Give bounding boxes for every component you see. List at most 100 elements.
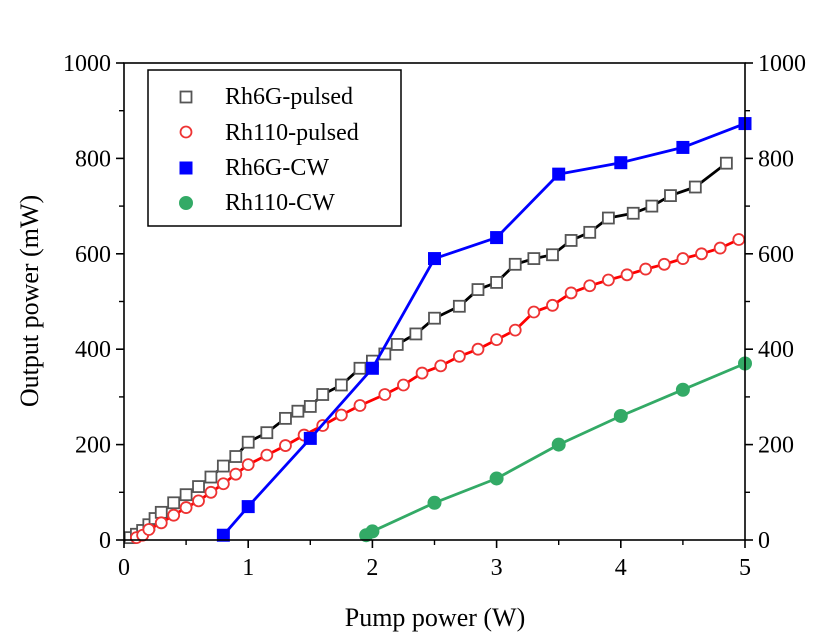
y-axis-title: Output power (mW) [15, 195, 44, 407]
data-point-rh6g-cw-1 [241, 500, 255, 514]
data-point-rh6g-pulsed-38 [719, 156, 733, 170]
y2-tick-label-4: 800 [758, 146, 794, 172]
data-point-rh6g-pulsed-25 [452, 299, 466, 313]
series-line-rh6g-cw [222, 122, 746, 537]
data-point-rh110-pulsed-2 [142, 523, 156, 536]
data-point-rh6g-pulsed-24 [428, 311, 441, 325]
y2-tick-label-5: 1000 [758, 51, 806, 77]
data-point-rh6g-pulsed-31 [564, 234, 578, 247]
data-point-rh6g-pulsed-37 [688, 180, 702, 194]
legend-marker-rh110-cw [179, 196, 193, 210]
data-point-rh110-pulsed-10 [241, 458, 255, 472]
data-point-rh6g-pulsed-27 [490, 276, 504, 289]
data-point-rh110-pulsed-32 [657, 257, 671, 271]
data-point-rh6g-pulsed-32 [583, 225, 597, 239]
x-axis-title: Pump power (W) [345, 603, 526, 632]
data-point-rh6g-cw-8 [676, 140, 690, 154]
x-tick-label-4: 4 [615, 555, 627, 581]
data-point-rh6g-pulsed-36 [664, 189, 677, 203]
data-point-rh6g-pulsed-28 [508, 257, 522, 271]
y-tick-label-3: 600 [75, 242, 111, 268]
data-point-rh6g-cw-7 [614, 156, 628, 170]
data-point-rh110-pulsed-17 [378, 388, 392, 401]
data-point-rh110-cw-6 [675, 382, 690, 397]
data-point-rh110-pulsed-16 [353, 399, 367, 412]
legend-marker-rh110-pulsed [179, 125, 193, 139]
data-point-rh6g-pulsed-10 [216, 459, 230, 473]
data-point-rh6g-pulsed-13 [260, 426, 274, 440]
data-point-rh6g-pulsed-18 [334, 378, 348, 392]
axes-layer [116, 62, 753, 548]
series-line-rh110-cw [365, 362, 746, 537]
series-rh6g-pulsed [123, 156, 733, 545]
data-point-rh6g-cw-5 [490, 231, 504, 245]
data-point-rh110-pulsed-31 [639, 262, 653, 276]
y2-tick-label-2: 400 [758, 337, 794, 363]
data-point-rh110-pulsed-9 [229, 467, 243, 481]
data-point-rh6g-pulsed-26 [471, 283, 485, 296]
data-point-rh6g-pulsed-29 [527, 252, 541, 265]
data-point-rh6g-cw-4 [428, 252, 441, 266]
data-point-rh110-pulsed-4 [167, 508, 181, 522]
x-tick-label-5: 5 [739, 555, 751, 581]
data-point-rh6g-pulsed-30 [546, 248, 559, 262]
data-point-rh110-pulsed-18 [397, 378, 410, 392]
data-point-rh6g-pulsed-11 [229, 450, 243, 463]
data-point-rh6g-cw-2 [303, 431, 317, 445]
data-point-rh110-pulsed-12 [279, 439, 292, 452]
data-point-rh110-pulsed-28 [583, 279, 597, 293]
data-point-rh6g-cw-3 [365, 361, 379, 375]
legend-label-rh110-pulsed: Rh110-pulsed [225, 120, 359, 146]
data-point-rh6g-pulsed-12 [241, 435, 255, 449]
data-point-rh110-pulsed-7 [204, 485, 218, 499]
data-point-rh110-pulsed-3 [154, 516, 168, 530]
data-point-rh110-pulsed-8 [216, 477, 230, 491]
series-rh110-pulsed [130, 233, 746, 545]
series-layer [123, 117, 752, 545]
data-point-rh6g-pulsed-9 [204, 470, 218, 484]
data-point-rh6g-pulsed-14 [279, 411, 292, 425]
data-point-rh110-pulsed-5 [179, 501, 193, 514]
y-tick-label-4: 800 [75, 146, 111, 172]
data-point-rh110-pulsed-20 [434, 359, 448, 373]
data-point-rh6g-pulsed-17 [316, 388, 330, 401]
data-point-rh110-cw-5 [613, 408, 628, 423]
data-point-rh110-pulsed-19 [415, 366, 429, 380]
series-line-rh110-pulsed [135, 238, 740, 539]
data-point-rh110-pulsed-25 [527, 305, 541, 319]
data-point-rh110-pulsed-23 [490, 333, 504, 347]
data-point-rh6g-pulsed-6 [167, 496, 181, 510]
data-point-rh110-cw-4 [551, 437, 566, 452]
data-point-rh6g-pulsed-7 [179, 488, 193, 502]
data-point-rh6g-cw-6 [552, 167, 566, 181]
data-point-rh110-pulsed-34 [695, 247, 708, 261]
data-point-rh110-pulsed-24 [508, 323, 522, 337]
x-tick-label-3: 3 [491, 555, 503, 581]
data-point-rh6g-pulsed-19 [353, 361, 367, 375]
data-point-rh110-pulsed-30 [620, 268, 634, 282]
data-point-rh110-pulsed-22 [471, 342, 485, 356]
legend: Rh6G-pulsed Rh110-pulsed Rh6G-CW Rh110-C… [147, 69, 402, 227]
data-point-rh110-pulsed-26 [546, 298, 559, 312]
legend-marker-rh6g-pulsed [179, 90, 193, 104]
data-point-rh6g-pulsed-22 [390, 338, 404, 351]
legend-label-rh110-cw: Rh110-CW [225, 190, 335, 216]
data-point-rh110-pulsed-11 [260, 448, 274, 462]
data-point-rh6g-pulsed-33 [601, 211, 615, 225]
series-rh110-cw [359, 356, 752, 543]
y-tick-label-1: 200 [75, 433, 111, 459]
y2-tick-label-1: 200 [758, 433, 794, 459]
data-point-rh6g-pulsed-23 [409, 327, 423, 341]
data-point-rh6g-pulsed-15 [291, 404, 305, 418]
data-point-rh6g-pulsed-34 [626, 206, 640, 220]
x-tick-label-1: 1 [242, 555, 254, 581]
data-point-rh110-pulsed-29 [601, 273, 615, 287]
x-tick-label-0: 0 [118, 555, 130, 581]
y-tick-label-2: 400 [75, 337, 111, 363]
data-point-rh6g-pulsed-8 [192, 480, 205, 493]
y2-tick-label-3: 600 [758, 242, 794, 268]
data-point-rh6g-pulsed-35 [645, 199, 659, 213]
data-point-rh6g-cw-0 [216, 528, 230, 542]
